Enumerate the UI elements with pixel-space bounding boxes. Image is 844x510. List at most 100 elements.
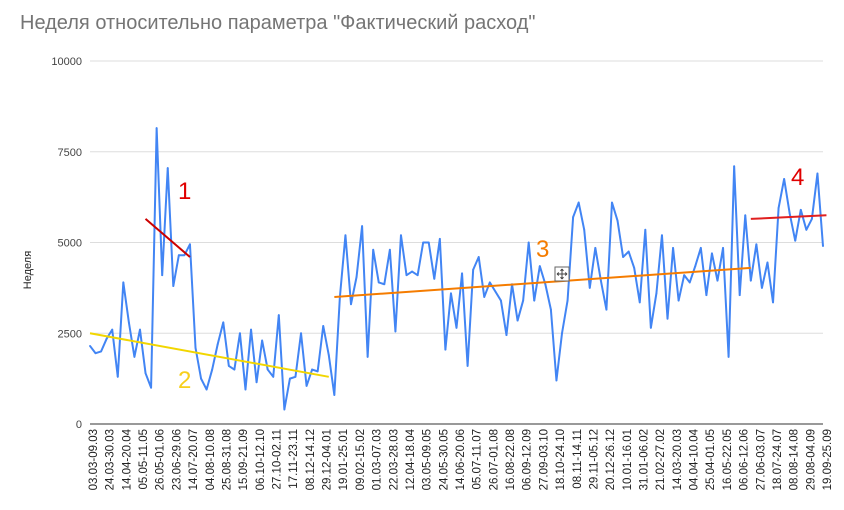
- data-point: [189, 243, 191, 246]
- x-tick-label: 26.07-01.08: [488, 429, 500, 490]
- x-axis-ticks: 03.03-09.03 24.03-30.03 14.04-20.04 05.05-1…: [88, 428, 834, 490]
- data-point: [222, 321, 225, 324]
- data-point: [822, 245, 824, 248]
- x-tick-label: 26.05-01.06: [155, 429, 167, 490]
- series-line: [89, 127, 824, 411]
- x-tick-label: 27.09-03.10: [538, 429, 550, 490]
- data-point: [666, 317, 669, 320]
- y-tick-label: 10000: [51, 56, 82, 68]
- data-point: [283, 408, 286, 411]
- data-point: [377, 281, 380, 284]
- move-handle-icon[interactable]: [554, 266, 570, 282]
- x-tick-label: 08.12-14.12: [305, 429, 317, 490]
- data-point: [522, 299, 525, 302]
- data-point: [655, 292, 658, 295]
- data-point: [411, 270, 413, 273]
- x-tick-label: 03.03-09.03: [88, 429, 100, 490]
- data-point: [749, 279, 752, 282]
- trendlines: [89, 214, 827, 378]
- data-point: [716, 279, 719, 282]
- x-tick-label: 23.06-29.06: [171, 429, 183, 490]
- x-tick-label: 09.02-15.02: [355, 429, 367, 490]
- x-tick-label: 05.07-11.07: [472, 429, 484, 490]
- data-point: [172, 285, 175, 287]
- data-point: [261, 339, 264, 342]
- data-point: [516, 319, 519, 322]
- data-point: [583, 228, 586, 231]
- x-tick-label: 31.01-06.02: [639, 429, 651, 490]
- data-point: [150, 386, 152, 389]
- x-tick-label: 29.11-05.12: [589, 429, 601, 490]
- data-point: [361, 225, 363, 228]
- data-point: [416, 274, 419, 277]
- y-tick-label: 7500: [58, 147, 82, 159]
- data-point: [161, 274, 164, 277]
- data-point: [566, 299, 569, 302]
- data-point: [644, 228, 647, 231]
- data-point: [788, 212, 791, 215]
- annotation-1: 1: [178, 178, 191, 205]
- x-tick-label: 20.12-26.12: [605, 429, 617, 490]
- data-point: [527, 241, 530, 244]
- trendline-3: [334, 266, 751, 298]
- data-point: [127, 321, 130, 324]
- x-tick-label: 08.11-14.11: [572, 429, 584, 489]
- data-point: [677, 299, 680, 302]
- data-point: [344, 234, 347, 237]
- data-point: [322, 325, 325, 327]
- x-tick-label: 29.12-04.01: [322, 429, 334, 490]
- data-point: [200, 377, 202, 380]
- x-tick-label: 05.05-11.05: [138, 429, 150, 490]
- x-tick-label: 16.08-22.08: [505, 429, 517, 490]
- data-point: [438, 237, 441, 240]
- x-tick-label: 12.04-18.04: [405, 428, 417, 490]
- data-point: [177, 254, 180, 257]
- data-point: [810, 218, 813, 220]
- data-point: [627, 250, 630, 253]
- annotation-2: 2: [178, 367, 191, 394]
- data-point: [500, 299, 502, 302]
- x-tick-label: 25.08-31.08: [222, 429, 234, 490]
- data-point: [722, 247, 724, 249]
- data-point: [300, 332, 302, 335]
- y-tick-label: 0: [76, 419, 82, 431]
- data-point: [333, 394, 336, 396]
- data-point: [227, 365, 230, 367]
- data-point: [772, 301, 774, 304]
- x-tick-label: 21.02-27.02: [655, 429, 667, 490]
- data-point: [272, 375, 275, 378]
- y-tick-label: 2500: [58, 328, 82, 340]
- data-point: [672, 247, 674, 249]
- x-tick-label: 16.05-22.05: [722, 429, 734, 490]
- x-tick-label: 19.01-25.01: [338, 429, 350, 490]
- data-point: [89, 345, 91, 347]
- data-point: [733, 165, 736, 168]
- data-point: [555, 379, 558, 382]
- data-point: [111, 328, 114, 331]
- trendline-4: [750, 214, 827, 220]
- data-point: [461, 272, 463, 275]
- data-point: [611, 201, 613, 204]
- series-layer: [89, 127, 824, 411]
- x-tick-label: 04.08-10.08: [205, 429, 217, 490]
- data-point: [688, 281, 691, 284]
- data-point: [233, 368, 236, 371]
- data-point: [483, 296, 486, 298]
- data-point: [94, 352, 97, 355]
- data-point: [100, 350, 103, 353]
- data-point: [544, 283, 547, 286]
- data-point: [139, 328, 141, 331]
- data-point: [572, 216, 575, 218]
- data-point: [661, 234, 663, 237]
- data-point: [561, 332, 563, 335]
- data-point: [694, 265, 697, 267]
- x-tick-label: 29.08-04.09: [805, 429, 817, 490]
- data-point: [577, 201, 580, 204]
- data-point: [588, 286, 591, 289]
- data-point: [266, 368, 269, 371]
- data-point: [450, 292, 452, 295]
- data-point: [616, 219, 619, 222]
- x-tick-label: 14.07-20.07: [188, 429, 200, 490]
- data-point: [494, 290, 497, 293]
- y-axis-ticks: 0 2500 5000 7500 10000: [51, 56, 82, 431]
